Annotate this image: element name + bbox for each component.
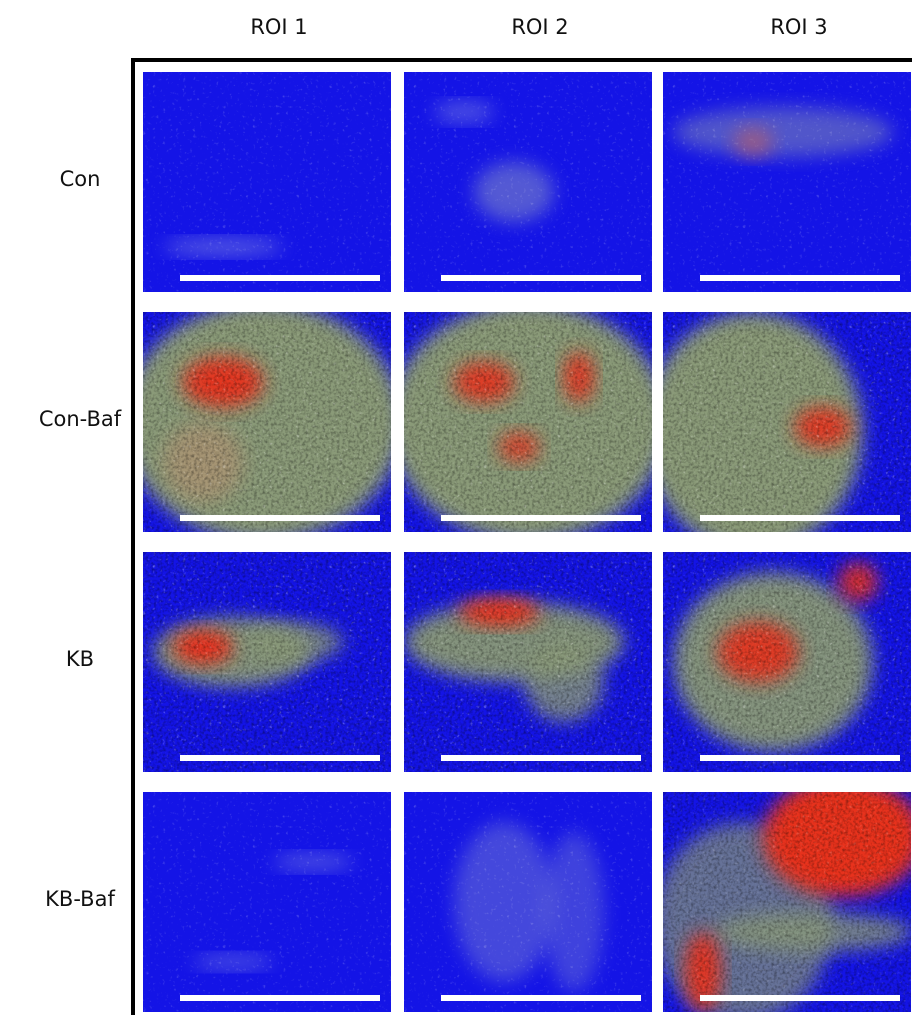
speckle xyxy=(663,792,911,1012)
speckle xyxy=(143,792,391,1012)
figure: ROI 1 ROI 2 ROI 3 Con Con-Baf KB KB-Baf xyxy=(0,0,912,1015)
tile-content xyxy=(388,302,668,542)
row-label: KB-Baf xyxy=(45,887,115,911)
image-tile xyxy=(663,552,911,772)
speckle xyxy=(143,312,391,532)
speckle xyxy=(663,552,911,772)
image-tile xyxy=(404,552,652,772)
scale-bar xyxy=(700,995,900,1001)
column-label: ROI 2 xyxy=(511,15,568,39)
image-tile xyxy=(123,302,403,542)
image-tile xyxy=(653,777,912,1015)
tile-content xyxy=(123,302,403,542)
image-tile xyxy=(143,792,391,1012)
row-label: KB xyxy=(66,647,94,671)
tile-content xyxy=(663,552,911,772)
column-label: ROI 1 xyxy=(250,15,307,39)
scale-bar xyxy=(700,515,900,521)
tile-content xyxy=(404,72,652,292)
scale-bar xyxy=(180,755,380,761)
scale-bar xyxy=(180,275,380,281)
speckle xyxy=(143,72,391,292)
speckle xyxy=(663,312,911,532)
column-label: ROI 3 xyxy=(770,15,827,39)
row-label: Con xyxy=(60,167,101,191)
tile-content xyxy=(653,777,912,1015)
row-label: Con-Baf xyxy=(39,407,122,431)
scale-bar xyxy=(441,515,641,521)
tile-content xyxy=(663,72,911,292)
speckle xyxy=(663,72,911,292)
tile-content xyxy=(143,792,391,1012)
tile-content xyxy=(643,312,911,552)
scale-bar xyxy=(700,755,900,761)
speckle xyxy=(404,792,652,1012)
tile-content xyxy=(404,792,652,1012)
image-tile xyxy=(143,552,391,772)
speckle xyxy=(404,72,652,292)
speckle xyxy=(143,552,391,772)
scale-bar xyxy=(441,755,641,761)
tile-content xyxy=(143,552,391,772)
image-tile xyxy=(643,312,911,552)
image-tile xyxy=(143,72,391,292)
image-tile xyxy=(404,792,652,1012)
tile-content xyxy=(143,72,391,292)
image-tile xyxy=(404,72,652,292)
tile-content xyxy=(404,552,652,772)
image-tile xyxy=(663,72,911,292)
scale-bar xyxy=(180,995,380,1001)
scale-bar xyxy=(180,515,380,521)
scale-bar xyxy=(441,275,641,281)
scale-bar xyxy=(700,275,900,281)
image-tile xyxy=(388,302,668,542)
scale-bar xyxy=(441,995,641,1001)
speckle xyxy=(404,552,652,772)
speckle xyxy=(404,312,652,532)
